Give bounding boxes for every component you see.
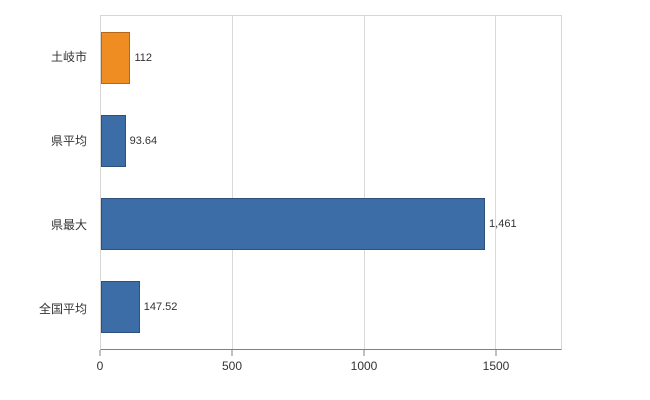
gridline [363, 16, 365, 349]
y-axis-label: 県最大 [50, 217, 87, 232]
x-tick-label: 1000 [350, 359, 378, 373]
x-tick-label: 0 [96, 359, 104, 373]
bar [101, 114, 126, 167]
bar [101, 198, 486, 251]
bars-container: 112 93.64 1,461 147.52 [101, 16, 561, 349]
x-tick-mark [363, 350, 365, 356]
x-tick-mark [231, 350, 233, 356]
x-tick-mark [99, 350, 101, 356]
bar [101, 31, 131, 84]
bar-row: 1,461 [101, 183, 561, 266]
bar-row: 112 [101, 16, 561, 99]
x-tick-label: 1500 [482, 359, 510, 373]
bar-value-label: 112 [134, 51, 152, 64]
bar-row: 147.52 [101, 266, 561, 349]
gridline [495, 16, 497, 349]
bar-value-label: 147.52 [143, 301, 178, 314]
plot-area: 112 93.64 1,461 147.52 [100, 15, 562, 350]
x-tick-mark [495, 350, 497, 356]
y-axis-label: 土岐市 [50, 50, 87, 65]
bar [101, 281, 140, 334]
bar-row: 93.64 [101, 99, 561, 182]
x-axis: 0 500 1000 1500 [96, 350, 562, 380]
bar-value-label: 1,461 [489, 218, 517, 231]
gridline [232, 16, 234, 349]
x-tick-label: 500 [221, 359, 243, 373]
bar-value-label: 93.64 [129, 134, 158, 147]
y-axis: 土岐市県平均県最大全国平均 [0, 15, 94, 350]
y-axis-label: 全国平均 [38, 301, 87, 316]
y-axis-label: 県平均 [50, 134, 87, 149]
